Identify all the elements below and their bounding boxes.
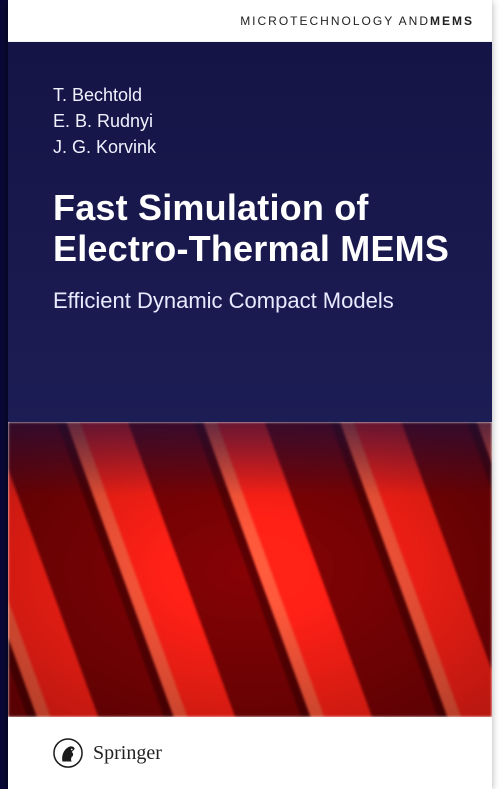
thermal-fins-graphic bbox=[8, 422, 492, 717]
spine-strip bbox=[0, 0, 8, 789]
series-band: MICROTECHNOLOGY AND MEMS bbox=[8, 0, 492, 42]
authors-list: T. BechtoldE. B. RudnyiJ. G. Korvink bbox=[53, 82, 452, 160]
publisher-band: Springer bbox=[8, 717, 492, 789]
book-title: Fast Simulation of Electro-Thermal MEMS bbox=[53, 188, 452, 269]
publisher-name: Springer bbox=[93, 742, 162, 765]
cover-photo bbox=[8, 422, 492, 717]
book-subtitle: Efficient Dynamic Compact Models bbox=[53, 287, 452, 315]
series-prefix: MICROTECHNOLOGY AND bbox=[240, 14, 430, 28]
series-emph: MEMS bbox=[430, 14, 474, 28]
author-line: E. B. Rudnyi bbox=[53, 108, 452, 134]
author-line: T. Bechtold bbox=[53, 82, 452, 108]
title-block: T. BechtoldE. B. RudnyiJ. G. Korvink Fas… bbox=[8, 42, 492, 422]
author-line: J. G. Korvink bbox=[53, 134, 452, 160]
page: MICROTECHNOLOGY AND MEMS T. BechtoldE. B… bbox=[0, 0, 500, 789]
book-cover: MICROTECHNOLOGY AND MEMS T. BechtoldE. B… bbox=[8, 0, 492, 789]
springer-horse-icon bbox=[53, 738, 83, 768]
